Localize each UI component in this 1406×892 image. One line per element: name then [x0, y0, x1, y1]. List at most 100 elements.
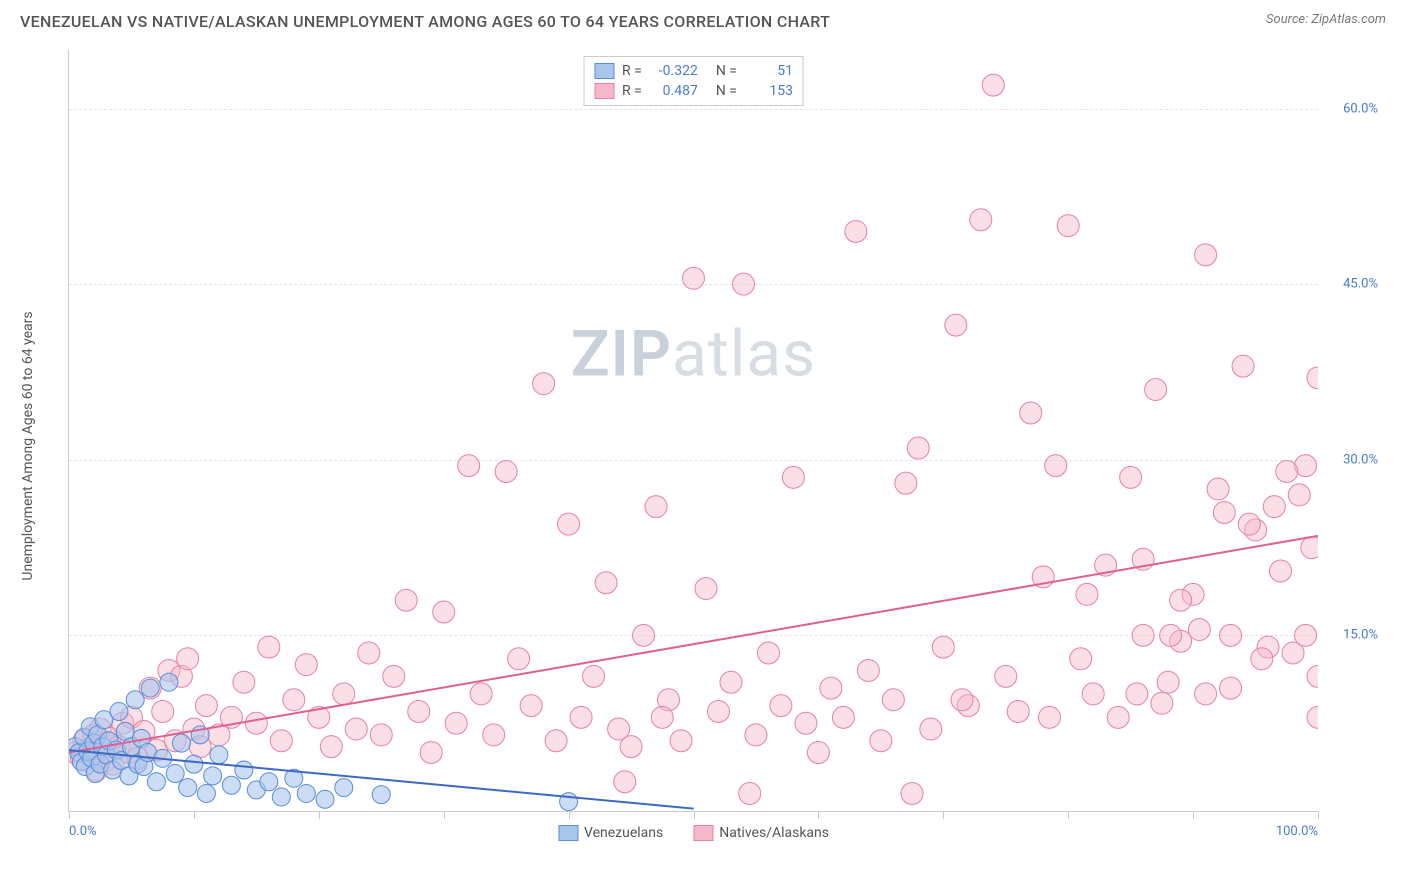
legend-label-venezuelans: Venezuelans: [584, 825, 663, 841]
plot-area: ZIPatlas R = -0.322 N = 51 R = 0.487 N =…: [68, 50, 1318, 812]
scatter-point: [270, 730, 292, 752]
scatter-point: [857, 660, 879, 682]
n-label: N =: [716, 63, 737, 79]
scatter-point: [895, 472, 917, 494]
scatter-point: [882, 689, 904, 711]
stats-row-venezuelans: R = -0.322 N = 51: [594, 61, 793, 81]
scatter-point: [1251, 648, 1273, 670]
r-label: R =: [622, 83, 642, 99]
scatter-point: [770, 695, 792, 717]
scatter-point: [372, 786, 390, 804]
scatter-point: [458, 455, 480, 477]
legend-swatch-natives: [693, 825, 713, 841]
scatter-point: [683, 267, 705, 289]
scatter-point: [1301, 537, 1318, 559]
scatter-point: [558, 513, 580, 535]
swatch-venezuelans: [594, 63, 614, 79]
scatter-point: [807, 741, 829, 763]
scatter-point: [185, 755, 203, 773]
scatter-point: [1145, 379, 1167, 401]
x-tick: [1193, 811, 1194, 819]
scatter-point: [245, 712, 267, 734]
n-label: N =: [716, 83, 737, 99]
scatter-point: [222, 776, 240, 794]
scatter-point: [1170, 589, 1192, 611]
scatter-point: [258, 636, 280, 658]
scatter-point: [820, 677, 842, 699]
x-axis-min-label: 0.0%: [69, 824, 97, 839]
x-tick: [1318, 811, 1319, 819]
legend-item-venezuelans: Venezuelans: [558, 825, 663, 841]
scatter-point: [995, 665, 1017, 687]
legend-item-natives: Natives/Alaskans: [693, 825, 829, 841]
r-value-natives: 0.487: [650, 83, 698, 99]
x-tick: [943, 811, 944, 819]
scatter-point: [445, 712, 467, 734]
scatter-point: [370, 724, 392, 746]
scatter-point: [720, 671, 742, 693]
scatter-point: [408, 700, 430, 722]
trend-line: [69, 536, 1318, 753]
scatter-point: [1232, 355, 1254, 377]
scatter-point: [204, 767, 222, 785]
scatter-point: [595, 572, 617, 594]
scatter-point: [197, 784, 215, 802]
scatter-point: [1188, 619, 1210, 641]
chart-title: VENEZUELAN VS NATIVE/ALASKAN UNEMPLOYMEN…: [20, 12, 830, 31]
scatter-point: [970, 209, 992, 231]
scatter-point: [1038, 706, 1060, 728]
scatter-point: [633, 624, 655, 646]
scatter-point: [483, 724, 505, 746]
scatter-point: [1307, 665, 1318, 687]
x-tick: [694, 811, 695, 819]
scatter-point: [1307, 706, 1318, 728]
scatter-point: [533, 373, 555, 395]
scatter-point: [1195, 683, 1217, 705]
scatter-point: [1020, 402, 1042, 424]
stats-legend-box: R = -0.322 N = 51 R = 0.487 N = 153: [583, 56, 804, 106]
scatter-point: [620, 736, 642, 758]
scatter-point: [1007, 700, 1029, 722]
scatter-point: [395, 589, 417, 611]
scatter-point: [177, 648, 199, 670]
scatter-point: [1082, 683, 1104, 705]
legend-bottom: Venezuelans Natives/Alaskans: [558, 825, 829, 841]
x-tick: [69, 811, 70, 819]
scatter-point: [260, 773, 278, 791]
scatter-point: [358, 642, 380, 664]
scatter-point: [1160, 624, 1182, 646]
y-tick-label: 30.0%: [1343, 452, 1378, 467]
scatter-point: [695, 578, 717, 600]
scatter-point: [508, 648, 530, 670]
x-tick: [569, 811, 570, 819]
scatter-point: [907, 437, 929, 459]
scatter-point: [1107, 706, 1129, 728]
scatter-point: [1057, 215, 1079, 237]
y-axis-label: Unemployment Among Ages 60 to 64 years: [20, 311, 36, 580]
scatter-point: [1076, 583, 1098, 605]
swatch-natives: [594, 83, 614, 99]
scatter-point: [1045, 455, 1067, 477]
x-tick: [1068, 811, 1069, 819]
scatter-point: [320, 736, 342, 758]
x-tick: [444, 811, 445, 819]
scatter-point: [1157, 671, 1179, 693]
scatter-point: [160, 673, 178, 691]
scatter-point: [195, 695, 217, 717]
legend-swatch-venezuelans: [558, 825, 578, 841]
stats-row-natives: R = 0.487 N = 153: [594, 81, 793, 101]
scatter-point: [335, 779, 353, 797]
scatter-point: [345, 718, 367, 740]
scatter-point: [147, 773, 165, 791]
scatter-svg: [69, 50, 1318, 811]
scatter-point: [1213, 501, 1235, 523]
scatter-point: [433, 601, 455, 623]
scatter-point: [333, 683, 355, 705]
scatter-point: [707, 700, 729, 722]
scatter-point: [920, 718, 942, 740]
legend-label-natives: Natives/Alaskans: [719, 825, 829, 841]
scatter-point: [152, 700, 174, 722]
scatter-point: [383, 665, 405, 687]
scatter-point: [295, 654, 317, 676]
scatter-point: [1276, 460, 1298, 482]
